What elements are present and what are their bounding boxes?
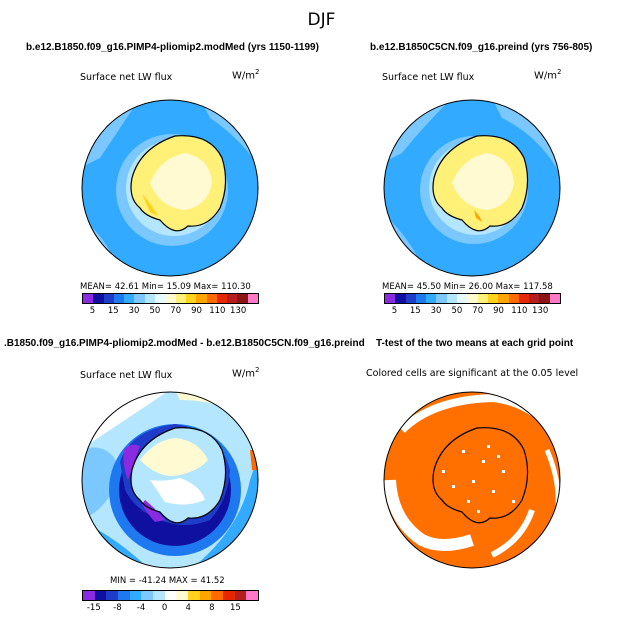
panel1-title: b.e12.B1850.f09_g16.PIMP4-pliomip2.modMe… — [26, 42, 319, 53]
colorbar-swatch — [199, 591, 212, 600]
colorbar-swatch — [103, 294, 114, 303]
panel3-stats: MIN = -41.24 MAX = 41.52 — [110, 576, 225, 586]
colorbar-swatch — [415, 294, 427, 303]
colorbar-tick-label: 70 — [472, 306, 484, 316]
colorbar-swatch — [498, 294, 509, 303]
colorbar-tick-label: -15 — [86, 603, 101, 613]
colorbar-swatch — [539, 294, 550, 303]
colorbar-swatch — [164, 591, 177, 600]
colorbar-swatch — [234, 591, 247, 600]
colorbar-swatch — [175, 294, 186, 303]
panel2-stats: MEAN= 45.50 Min= 26.00 Max= 117.58 — [382, 282, 553, 292]
panel2-units: W/m2 — [534, 68, 562, 82]
panel1-colorbar — [82, 293, 259, 304]
colorbar-swatch — [129, 591, 142, 600]
colorbar-swatch — [223, 591, 235, 600]
colorbar-tick-label: 110 — [511, 306, 528, 316]
colorbar-swatch — [508, 294, 519, 303]
colorbar-swatch — [94, 591, 107, 600]
colorbar-swatch — [165, 294, 176, 303]
colorbar-swatch — [155, 294, 166, 303]
panel2-variable: Surface net LW flux — [382, 72, 475, 83]
colorbar-swatch — [549, 294, 561, 303]
colorbar-tick-label: 15 — [107, 306, 119, 316]
colorbar-swatch — [83, 294, 94, 303]
panel3-units: W/m2 — [232, 366, 260, 380]
colorbar-tick-label: 50 — [149, 306, 161, 316]
colorbar-swatch — [83, 591, 95, 600]
panel2-colorbar — [384, 293, 561, 304]
panel3-colorbar — [82, 590, 259, 601]
panel2-polar-map — [383, 99, 561, 277]
colorbar-swatch — [206, 294, 217, 303]
colorbar-tick-label: 4 — [185, 603, 191, 613]
colorbar-tick-label: 5 — [391, 306, 398, 316]
colorbar-swatch — [518, 294, 530, 303]
colorbar-swatch — [227, 294, 238, 303]
panel3-polar-map — [81, 391, 259, 569]
colorbar-swatch — [188, 591, 200, 600]
colorbar-swatch — [457, 294, 468, 303]
figure-title: DJF — [307, 10, 336, 30]
colorbar-swatch — [141, 591, 154, 600]
colorbar-tick-label: -8 — [113, 603, 122, 613]
panel4-variable: Colored cells are significant at the 0.0… — [366, 368, 579, 379]
colorbar-swatch — [185, 294, 197, 303]
colorbar-tick-label: 90 — [191, 306, 202, 316]
colorbar-swatch — [237, 294, 248, 303]
panel3-title: .B1850.f09_g16.PIMP4-pliomip2.modMed - b… — [4, 338, 365, 349]
colorbar-swatch — [246, 591, 259, 600]
panel4-title: T-test of the two means at each grid poi… — [376, 338, 574, 349]
colorbar-swatch — [529, 294, 540, 303]
panel1-polar-map — [81, 99, 259, 277]
colorbar-swatch — [467, 294, 478, 303]
colorbar-swatch — [477, 294, 488, 303]
colorbar-swatch — [385, 294, 396, 303]
colorbar-tick-label: 130 — [230, 306, 247, 316]
panel1-variable: Surface net LW flux — [80, 72, 173, 83]
colorbar-tick-label: 70 — [170, 306, 182, 316]
colorbar-swatch — [113, 294, 125, 303]
colorbar-swatch — [196, 294, 207, 303]
colorbar-tick-label: 90 — [493, 306, 504, 316]
colorbar-swatch — [118, 591, 130, 600]
colorbar-swatch — [106, 591, 119, 600]
colorbar-swatch — [247, 294, 259, 303]
colorbar-swatch — [153, 591, 165, 600]
colorbar-swatch — [487, 294, 499, 303]
panel4-polar-map — [383, 391, 561, 569]
colorbar-swatch — [93, 294, 104, 303]
colorbar-tick-label: 15 — [409, 306, 421, 316]
colorbar-swatch — [395, 294, 406, 303]
colorbar-swatch — [405, 294, 416, 303]
colorbar-swatch — [134, 294, 145, 303]
colorbar-swatch — [216, 294, 228, 303]
colorbar-tick-label: 30 — [430, 306, 442, 316]
colorbar-tick-label: 110 — [209, 306, 226, 316]
colorbar-tick-label: 130 — [532, 306, 549, 316]
panel3-variable: Surface net LW flux — [80, 370, 173, 381]
colorbar-swatch — [436, 294, 447, 303]
colorbar-tick-label: 5 — [89, 306, 96, 316]
colorbar-swatch — [124, 294, 135, 303]
colorbar-tick-label: 30 — [128, 306, 140, 316]
colorbar-tick-label: 15 — [229, 603, 241, 613]
colorbar-swatch — [144, 294, 156, 303]
colorbar-swatch — [446, 294, 458, 303]
panel1-stats: MEAN= 42.61 Min= 15.09 Max= 110.30 — [80, 282, 251, 292]
colorbar-swatch — [426, 294, 437, 303]
colorbar-swatch — [176, 591, 189, 600]
colorbar-tick-label: 0 — [161, 603, 168, 613]
colorbar-tick-label: 50 — [451, 306, 463, 316]
panel1-units: W/m2 — [232, 68, 260, 82]
colorbar-tick-label: -4 — [136, 603, 146, 613]
colorbar-tick-label: 8 — [209, 603, 215, 613]
colorbar-swatch — [211, 591, 224, 600]
panel2-title: b.e12.B1850C5CN.f09_g16.preind (yrs 756-… — [370, 42, 593, 53]
